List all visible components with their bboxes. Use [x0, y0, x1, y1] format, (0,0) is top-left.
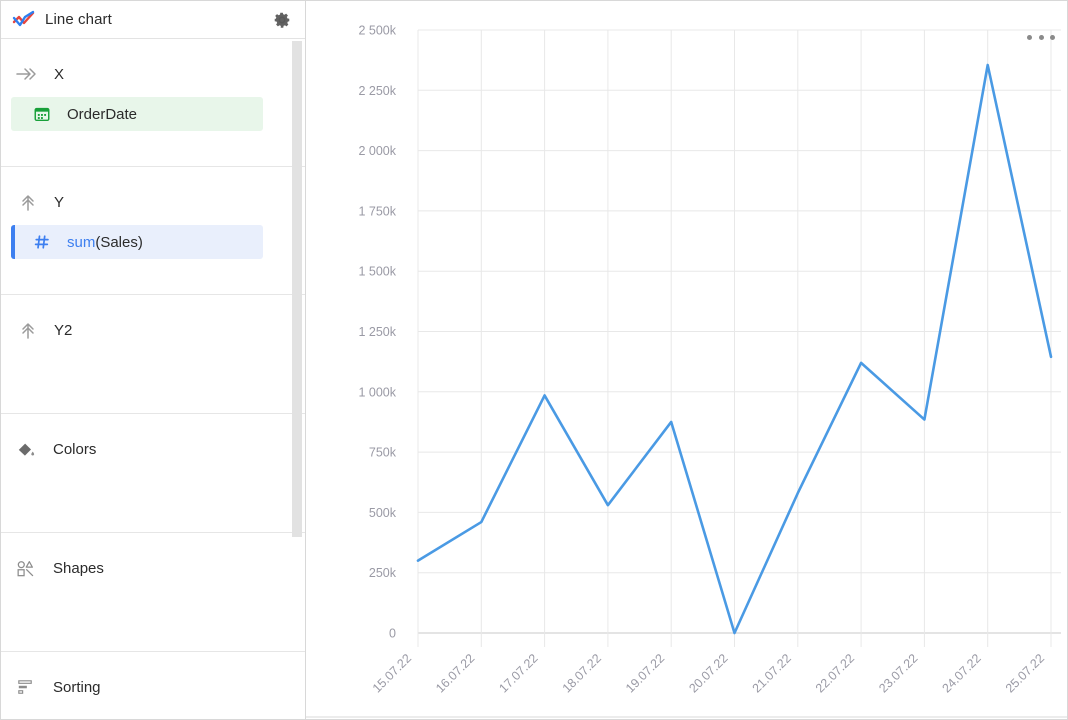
line-chart-icon [11, 9, 37, 31]
shelf-y[interactable]: Y sum(Sales) [1, 167, 305, 295]
y-axis-tick-label: 1 000k [358, 385, 396, 399]
y-axis-tick-label: 2 500k [358, 24, 396, 38]
hash-icon [31, 231, 53, 253]
shapes-icon [12, 556, 38, 580]
shelf-colors[interactable]: Colors [1, 414, 305, 533]
y-axis-tick-label: 1 750k [358, 204, 396, 218]
x-axis-tick-label: 17.07.22 [496, 651, 540, 695]
x-axis-tick-label: 15.07.22 [370, 651, 414, 695]
shelf-shapes-label: Shapes [53, 559, 104, 577]
shelf-y2-label: Y2 [54, 321, 73, 339]
x-axis-tick-label: 18.07.22 [560, 651, 604, 695]
pill-field: (Sales) [95, 233, 143, 251]
pill-orderdate[interactable]: OrderDate [11, 97, 263, 131]
shelf-x[interactable]: X OrderDate [1, 39, 305, 167]
shelf-list: X OrderDate [1, 39, 305, 718]
sorting-icon [12, 675, 38, 699]
shelf-x-label: X [54, 65, 65, 83]
chart-config-sidebar: Line chart X [1, 1, 306, 719]
x-axis-tick-label: 22.07.22 [813, 651, 857, 695]
y-axis-tick-label: 250k [369, 566, 397, 580]
pill-orderdate-label: OrderDate [67, 105, 138, 123]
shelf-sorting-header: Sorting [1, 652, 305, 708]
y-axis-tick-label: 750k [369, 446, 397, 460]
shelf-y2[interactable]: Y2 [1, 295, 305, 414]
more-options-icon[interactable] [1027, 30, 1055, 44]
shelf-x-header: X [1, 39, 305, 95]
chart-canvas: 0 250k 500k 750k 1 000k 1 250k 1 500k 1 750k 2 0… [306, 1, 1067, 719]
x-axis-tick-label: 19.07.22 [623, 651, 667, 695]
dot-1 [1027, 34, 1032, 40]
y-axis-tick-label: 2 000k [358, 144, 396, 158]
arrow-up-icon [15, 318, 41, 342]
y-axis-tick-label: 0 [389, 627, 396, 641]
shelf-sorting-label: Sorting [53, 678, 101, 696]
pill-sum-sales-label: sum(Sales) [67, 234, 143, 251]
y-axis-tick-label: 2 250k [358, 84, 396, 98]
x-axis-tick-label: 24.07.22 [940, 651, 984, 695]
double-arrow-right-icon [15, 62, 41, 86]
dot-3 [1050, 34, 1055, 40]
shelf-y-label: Y [54, 193, 65, 211]
y-axis-tick-label: 1 250k [358, 325, 396, 339]
shelf-colors-label: Colors [53, 440, 97, 458]
x-axis-tick-label: 20.07.22 [686, 651, 730, 695]
x-axis-tick-label: 21.07.22 [750, 651, 794, 695]
shelf-shapes-header: Shapes [1, 533, 305, 589]
calendar-icon [31, 103, 53, 125]
pill-agg: sum [67, 233, 96, 251]
sidebar-scrollbar[interactable] [292, 40, 303, 719]
y-axis-tick-label: 500k [369, 506, 397, 520]
series-line[interactable] [416, 63, 1053, 635]
paint-bucket-icon [12, 437, 38, 461]
pill-sum-sales[interactable]: sum(Sales) [11, 225, 263, 259]
x-axis-tick-label: 16.07.22 [433, 651, 477, 695]
x-axis-tick-label: 23.07.22 [876, 651, 920, 695]
x-axis-tick-label: 25.07.22 [1003, 651, 1047, 695]
shelf-colors-header: Colors [1, 414, 305, 470]
arrow-up-icon [15, 190, 41, 214]
line-chart-plot[interactable]: 0 250k 500k 750k 1 000k 1 250k 1 500k 1 750k 2 0… [306, 1, 1067, 719]
shelf-y2-header: Y2 [1, 295, 305, 351]
dot-2 [1038, 34, 1044, 40]
y-axis-tick-label: 1 500k [358, 265, 396, 279]
shelf-sorting[interactable]: Sorting [1, 652, 305, 718]
panel-header: Line chart [1, 1, 305, 39]
gear-icon[interactable] [271, 9, 293, 31]
shelf-shapes[interactable]: Shapes [1, 533, 305, 652]
sidebar-scrollbar-thumb[interactable] [292, 41, 302, 537]
shelf-y-header: Y [1, 167, 305, 223]
panel-title: Line chart [45, 11, 112, 28]
